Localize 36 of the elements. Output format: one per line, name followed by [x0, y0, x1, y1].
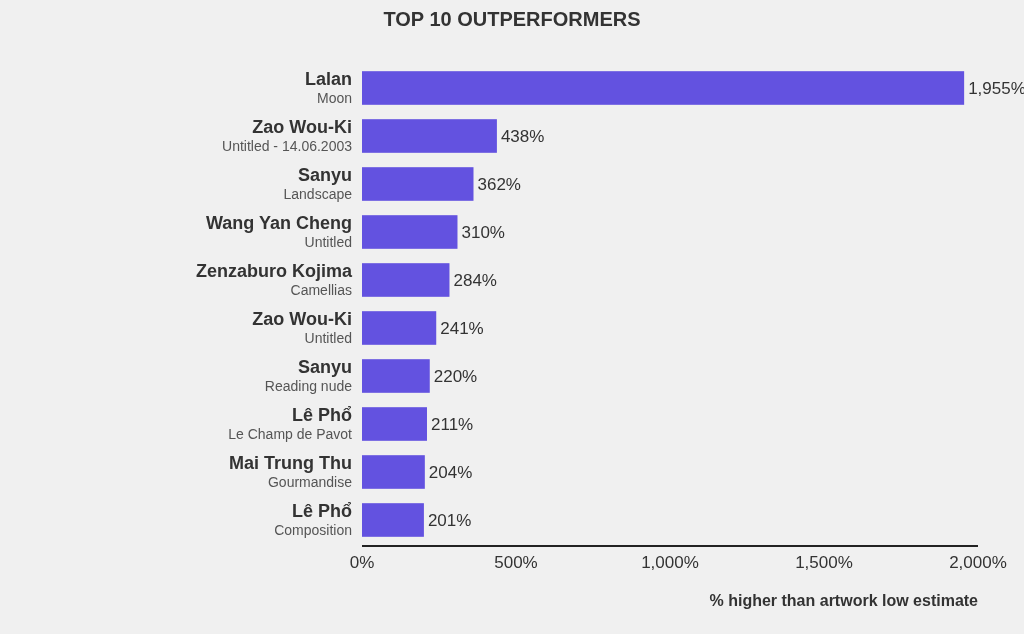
y-tick-label: Sanyu Reading nude: [264, 357, 353, 394]
data-label: 310%: [461, 223, 505, 242]
bar: [362, 167, 474, 201]
data-label: 241%: [440, 319, 484, 338]
data-label: 204%: [428, 463, 473, 482]
x-tick-label: 1,000%: [641, 553, 699, 572]
bar: [362, 215, 458, 249]
y-tick-label: Mai Trung Thu Gourmandise: [229, 453, 353, 490]
data-label: 362%: [477, 175, 521, 194]
y-tick-label: Lalan Moon: [304, 69, 352, 106]
y-tick-label: Lê Phổ Composition: [274, 501, 352, 538]
bar: [362, 407, 427, 441]
y-tick-label: Zao Wou-Ki Untitled: [252, 309, 352, 346]
y-tick-label: Zao Wou-Ki Untitled - 14.06.2003: [222, 117, 353, 154]
bar: [362, 71, 965, 105]
y-tick-label: Lê Phổ Le Champ de Pavot: [228, 405, 353, 442]
x-tick-label: 1,500%: [795, 553, 853, 572]
bar: [362, 263, 450, 297]
data-label: 438%: [500, 127, 545, 146]
x-axis-title: % higher than artwork low estimate: [709, 592, 979, 609]
y-tick-label: Wang Yan Cheng Untitled: [205, 213, 352, 250]
bar: [362, 119, 497, 153]
data-label: 211%: [430, 415, 474, 434]
x-tick-label: 500%: [494, 553, 538, 572]
bar: [362, 455, 425, 489]
bar: [362, 311, 437, 345]
data-label: 220%: [433, 367, 478, 386]
x-tick-label: 2,000%: [949, 553, 1007, 572]
data-label: 284%: [453, 271, 497, 290]
chart-title: TOP 10 OUTPERFORMERS: [383, 8, 641, 30]
bar: [362, 503, 424, 537]
y-tick-label: Zenzaburo Kojima Camellias: [195, 261, 353, 298]
x-tick-label: 0%: [349, 553, 375, 572]
bar: [362, 359, 430, 393]
y-tick-label: Sanyu Landscape: [283, 165, 353, 202]
data-label: 201%: [427, 511, 472, 530]
